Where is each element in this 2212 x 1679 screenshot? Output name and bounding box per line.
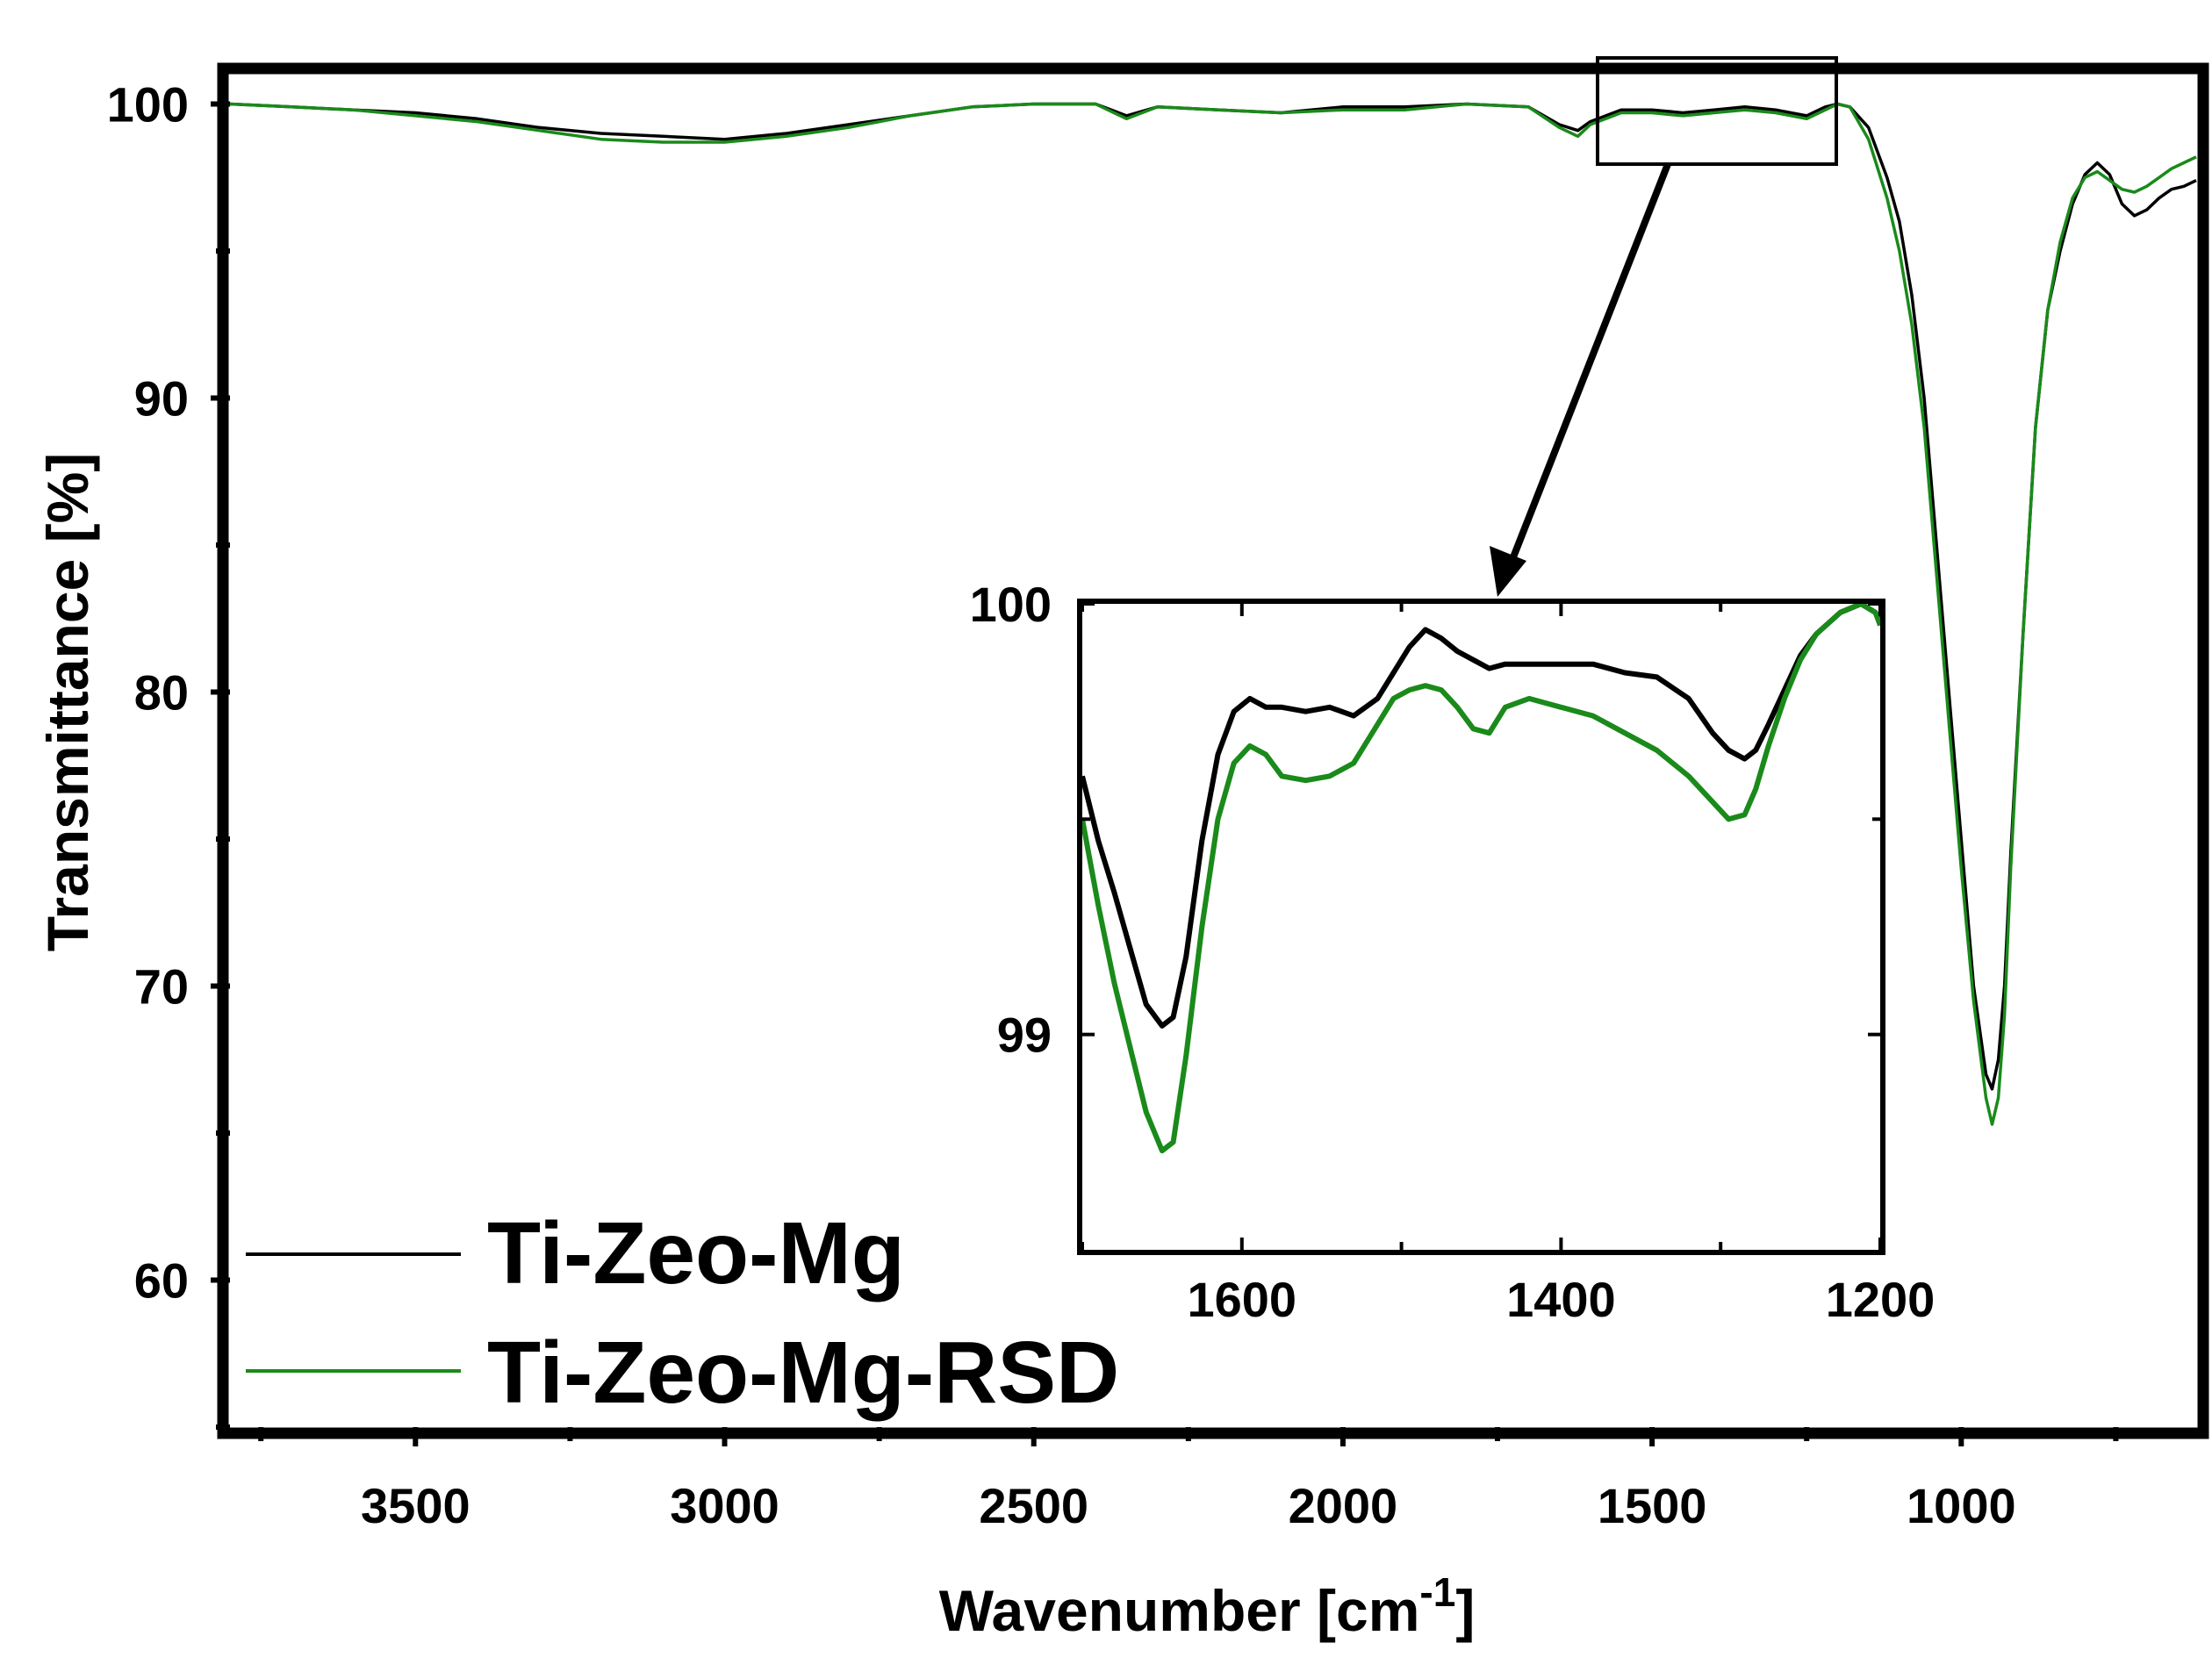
legend: Ti-Zeo-Mg Ti-Zeo-Mg-RSD <box>246 1204 1119 1422</box>
y-tick-label-90: 90 <box>134 371 189 427</box>
y-tick-label-70: 70 <box>134 959 189 1015</box>
inset-y-tick-label-100: 100 <box>970 577 1052 632</box>
y-tick-label-100: 100 <box>107 77 189 133</box>
main-series <box>229 102 2197 1126</box>
inset-series-line-ti-zeo-mg <box>1080 601 1883 1029</box>
legend-label-ti-zeo-mg: Ti-Zeo-Mg <box>487 1204 905 1302</box>
main-plot-frame <box>217 62 2209 1439</box>
x-tick-label-1000: 1000 <box>1907 1478 2016 1533</box>
x-axis-title-close: ] <box>1455 1578 1475 1643</box>
zoom-arrow-head <box>1490 546 1526 597</box>
y-tick-label-80: 80 <box>134 665 189 721</box>
inset-x-tick-label-1200: 1200 <box>1826 1272 1936 1327</box>
x-tick-label-1500: 1500 <box>1598 1478 1707 1533</box>
x-axis-title: Wavenumber [cm-1] <box>939 1569 1476 1643</box>
inset-x-tick-label-1600: 1600 <box>1188 1272 1297 1327</box>
inset-ticks: 1600 1400 1200 99 100 <box>970 577 1936 1327</box>
main-ticks: 3500 3000 2500 2000 1500 1000 60 70 80 90 100 <box>107 77 2119 1533</box>
x-tick-label-2500: 2500 <box>979 1478 1088 1533</box>
x-axis-title-superscript: -1 <box>1419 1569 1455 1615</box>
x-tick-label-3500: 3500 <box>361 1478 470 1533</box>
zoom-arrow-line <box>1508 162 1671 563</box>
inset-y-tick-label-99: 99 <box>997 1008 1052 1063</box>
series-line-ti-zeo-mg-rsd <box>229 102 2197 1126</box>
y-tick-label-60: 60 <box>134 1253 189 1309</box>
legend-label-ti-zeo-mg-rsd: Ti-Zeo-Mg-RSD <box>487 1324 1119 1422</box>
y-axis-title: Transmittance [%] <box>35 453 100 951</box>
inset-series <box>1080 601 1883 1154</box>
x-tick-label-2000: 2000 <box>1289 1478 1398 1533</box>
inset-plot-frame <box>1077 599 1885 1255</box>
inset-x-tick-label-1400: 1400 <box>1506 1272 1616 1327</box>
x-axis-title-text: Wavenumber [cm <box>939 1578 1420 1643</box>
inset-background <box>1080 601 1883 1252</box>
zoom-region-box <box>1596 56 1838 166</box>
inset-series-line-ti-zeo-mg-rsd <box>1080 601 1883 1154</box>
x-tick-label-3000: 3000 <box>670 1478 779 1533</box>
